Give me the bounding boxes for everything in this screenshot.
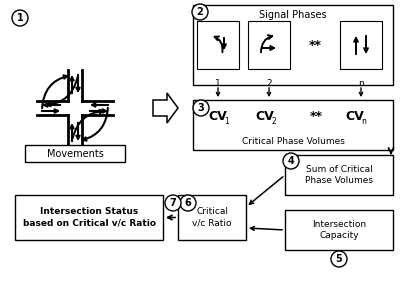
Text: Critical Phase Volumes: Critical Phase Volumes bbox=[242, 136, 344, 146]
Text: 1: 1 bbox=[17, 13, 23, 23]
Text: 2: 2 bbox=[197, 7, 203, 17]
Circle shape bbox=[283, 153, 299, 169]
Text: 1: 1 bbox=[215, 78, 221, 88]
FancyBboxPatch shape bbox=[193, 100, 393, 150]
Text: Signal Phases: Signal Phases bbox=[259, 10, 327, 20]
Text: CV: CV bbox=[209, 109, 227, 123]
Text: 4: 4 bbox=[288, 156, 294, 166]
Text: 7: 7 bbox=[170, 198, 176, 208]
Text: CV: CV bbox=[346, 109, 364, 123]
Text: Sum of Critical
Phase Volumes: Sum of Critical Phase Volumes bbox=[305, 165, 373, 185]
Circle shape bbox=[165, 195, 181, 211]
Text: 2: 2 bbox=[266, 78, 272, 88]
FancyBboxPatch shape bbox=[248, 21, 290, 69]
FancyBboxPatch shape bbox=[193, 5, 393, 85]
FancyBboxPatch shape bbox=[197, 21, 239, 69]
FancyBboxPatch shape bbox=[178, 195, 246, 240]
Circle shape bbox=[192, 4, 208, 20]
Circle shape bbox=[331, 251, 347, 267]
Circle shape bbox=[12, 10, 28, 26]
Circle shape bbox=[180, 195, 196, 211]
Text: Critical
v/c Ratio: Critical v/c Ratio bbox=[192, 208, 232, 228]
Text: n: n bbox=[362, 116, 366, 126]
FancyBboxPatch shape bbox=[340, 21, 382, 69]
Text: **: ** bbox=[308, 39, 322, 51]
Text: 2: 2 bbox=[272, 116, 276, 126]
FancyBboxPatch shape bbox=[285, 155, 393, 195]
FancyBboxPatch shape bbox=[15, 195, 163, 240]
Text: Movements: Movements bbox=[46, 148, 104, 158]
FancyBboxPatch shape bbox=[285, 210, 393, 250]
Text: 3: 3 bbox=[198, 103, 204, 113]
Text: 1: 1 bbox=[225, 116, 229, 126]
FancyBboxPatch shape bbox=[25, 145, 125, 162]
Text: Intersection Status
based on Critical v/c Ratio: Intersection Status based on Critical v/… bbox=[22, 208, 156, 228]
Text: n: n bbox=[358, 78, 364, 88]
Polygon shape bbox=[153, 93, 178, 123]
Text: Intersection
Capacity: Intersection Capacity bbox=[312, 220, 366, 240]
Text: **: ** bbox=[310, 109, 322, 123]
Text: 6: 6 bbox=[185, 198, 191, 208]
Text: 5: 5 bbox=[336, 254, 342, 264]
Text: CV: CV bbox=[256, 109, 274, 123]
Circle shape bbox=[193, 100, 209, 116]
